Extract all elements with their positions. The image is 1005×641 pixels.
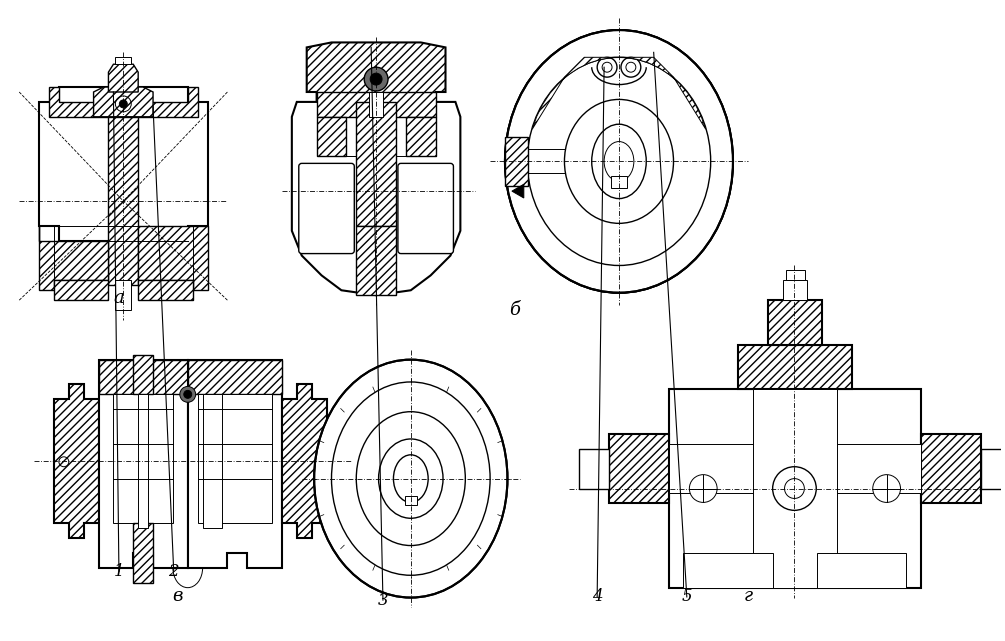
Bar bbox=[579, 449, 609, 488]
Bar bbox=[198, 394, 272, 523]
Circle shape bbox=[364, 67, 388, 91]
Polygon shape bbox=[116, 280, 132, 310]
Circle shape bbox=[184, 390, 192, 398]
Polygon shape bbox=[768, 300, 822, 345]
Bar bbox=[817, 553, 907, 588]
Circle shape bbox=[773, 467, 816, 510]
Polygon shape bbox=[138, 280, 193, 300]
Text: б: б bbox=[510, 301, 521, 319]
Polygon shape bbox=[98, 360, 188, 568]
Text: г: г bbox=[744, 587, 753, 604]
Polygon shape bbox=[109, 117, 138, 285]
Text: 1: 1 bbox=[114, 563, 125, 580]
Polygon shape bbox=[357, 226, 396, 296]
Polygon shape bbox=[307, 42, 445, 102]
Bar bbox=[114, 394, 173, 523]
Polygon shape bbox=[93, 87, 153, 117]
Polygon shape bbox=[533, 57, 706, 129]
Bar bbox=[138, 394, 148, 528]
Text: а: а bbox=[113, 289, 124, 307]
Bar bbox=[786, 271, 805, 280]
Polygon shape bbox=[49, 87, 198, 117]
Polygon shape bbox=[282, 385, 327, 538]
Polygon shape bbox=[134, 523, 153, 583]
Ellipse shape bbox=[332, 382, 490, 575]
Polygon shape bbox=[357, 102, 396, 226]
Polygon shape bbox=[54, 385, 98, 538]
Polygon shape bbox=[609, 434, 668, 503]
Ellipse shape bbox=[357, 412, 465, 545]
FancyBboxPatch shape bbox=[298, 163, 355, 254]
Circle shape bbox=[626, 62, 636, 72]
Polygon shape bbox=[39, 87, 208, 241]
Circle shape bbox=[689, 474, 718, 503]
Text: 5: 5 bbox=[681, 588, 692, 605]
Polygon shape bbox=[317, 117, 347, 156]
Polygon shape bbox=[39, 226, 109, 290]
Bar bbox=[611, 176, 627, 188]
Text: 4: 4 bbox=[592, 588, 602, 605]
Polygon shape bbox=[922, 434, 981, 503]
Text: 2: 2 bbox=[169, 563, 179, 580]
Bar bbox=[981, 449, 1005, 488]
Circle shape bbox=[120, 100, 128, 108]
Polygon shape bbox=[138, 226, 208, 290]
Ellipse shape bbox=[592, 124, 646, 199]
Ellipse shape bbox=[604, 142, 634, 181]
Bar bbox=[783, 280, 807, 300]
Bar bbox=[668, 389, 922, 588]
Circle shape bbox=[602, 62, 612, 72]
Polygon shape bbox=[291, 102, 460, 296]
Bar bbox=[753, 389, 837, 588]
Ellipse shape bbox=[565, 99, 673, 223]
Bar bbox=[683, 553, 773, 588]
Polygon shape bbox=[116, 57, 132, 64]
Polygon shape bbox=[188, 360, 282, 568]
Ellipse shape bbox=[505, 30, 733, 293]
Ellipse shape bbox=[528, 57, 711, 265]
Circle shape bbox=[180, 387, 196, 403]
Text: 3: 3 bbox=[378, 592, 388, 608]
Bar bbox=[203, 394, 222, 528]
Polygon shape bbox=[738, 345, 852, 389]
Polygon shape bbox=[54, 280, 109, 300]
Ellipse shape bbox=[315, 360, 508, 597]
FancyBboxPatch shape bbox=[398, 163, 453, 254]
Circle shape bbox=[872, 474, 900, 503]
Polygon shape bbox=[505, 137, 528, 186]
Polygon shape bbox=[406, 117, 435, 156]
Circle shape bbox=[370, 73, 382, 85]
Polygon shape bbox=[98, 360, 188, 394]
Polygon shape bbox=[369, 92, 383, 117]
Polygon shape bbox=[134, 354, 153, 394]
Polygon shape bbox=[188, 360, 282, 394]
Text: в: в bbox=[173, 587, 183, 604]
Bar bbox=[668, 444, 922, 494]
Polygon shape bbox=[317, 92, 435, 117]
Circle shape bbox=[785, 479, 804, 499]
Ellipse shape bbox=[393, 455, 428, 503]
Polygon shape bbox=[109, 64, 138, 92]
Ellipse shape bbox=[379, 439, 443, 519]
Bar bbox=[405, 497, 417, 505]
